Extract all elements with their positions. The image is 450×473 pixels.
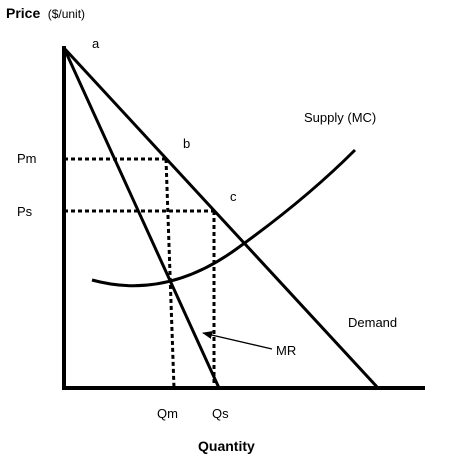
point-a-label: a [92, 36, 100, 51]
qm-guide-line [164, 158, 176, 389]
mr-arrow [202, 331, 273, 350]
mr-label: MR [276, 343, 296, 358]
x-axis-title: Quantity [198, 438, 255, 454]
y-axis-title-price: Price [6, 5, 40, 21]
y-axis-title: Price ($/unit) [6, 5, 85, 22]
supply-label: Supply (MC) [304, 110, 376, 125]
supply-curve [91, 148, 357, 288]
point-c-label: c [230, 189, 237, 204]
ps-label: Ps [17, 204, 33, 219]
pm-label: Pm [17, 151, 37, 166]
demand-curve [62, 46, 380, 390]
point-b-label: b [183, 136, 190, 151]
demand-label: Demand [348, 315, 397, 330]
qm-label: Qm [157, 406, 178, 421]
mr-curve [62, 47, 221, 389]
qs-label: Qs [212, 406, 229, 421]
y-axis-unit: ($/unit) [48, 7, 85, 21]
